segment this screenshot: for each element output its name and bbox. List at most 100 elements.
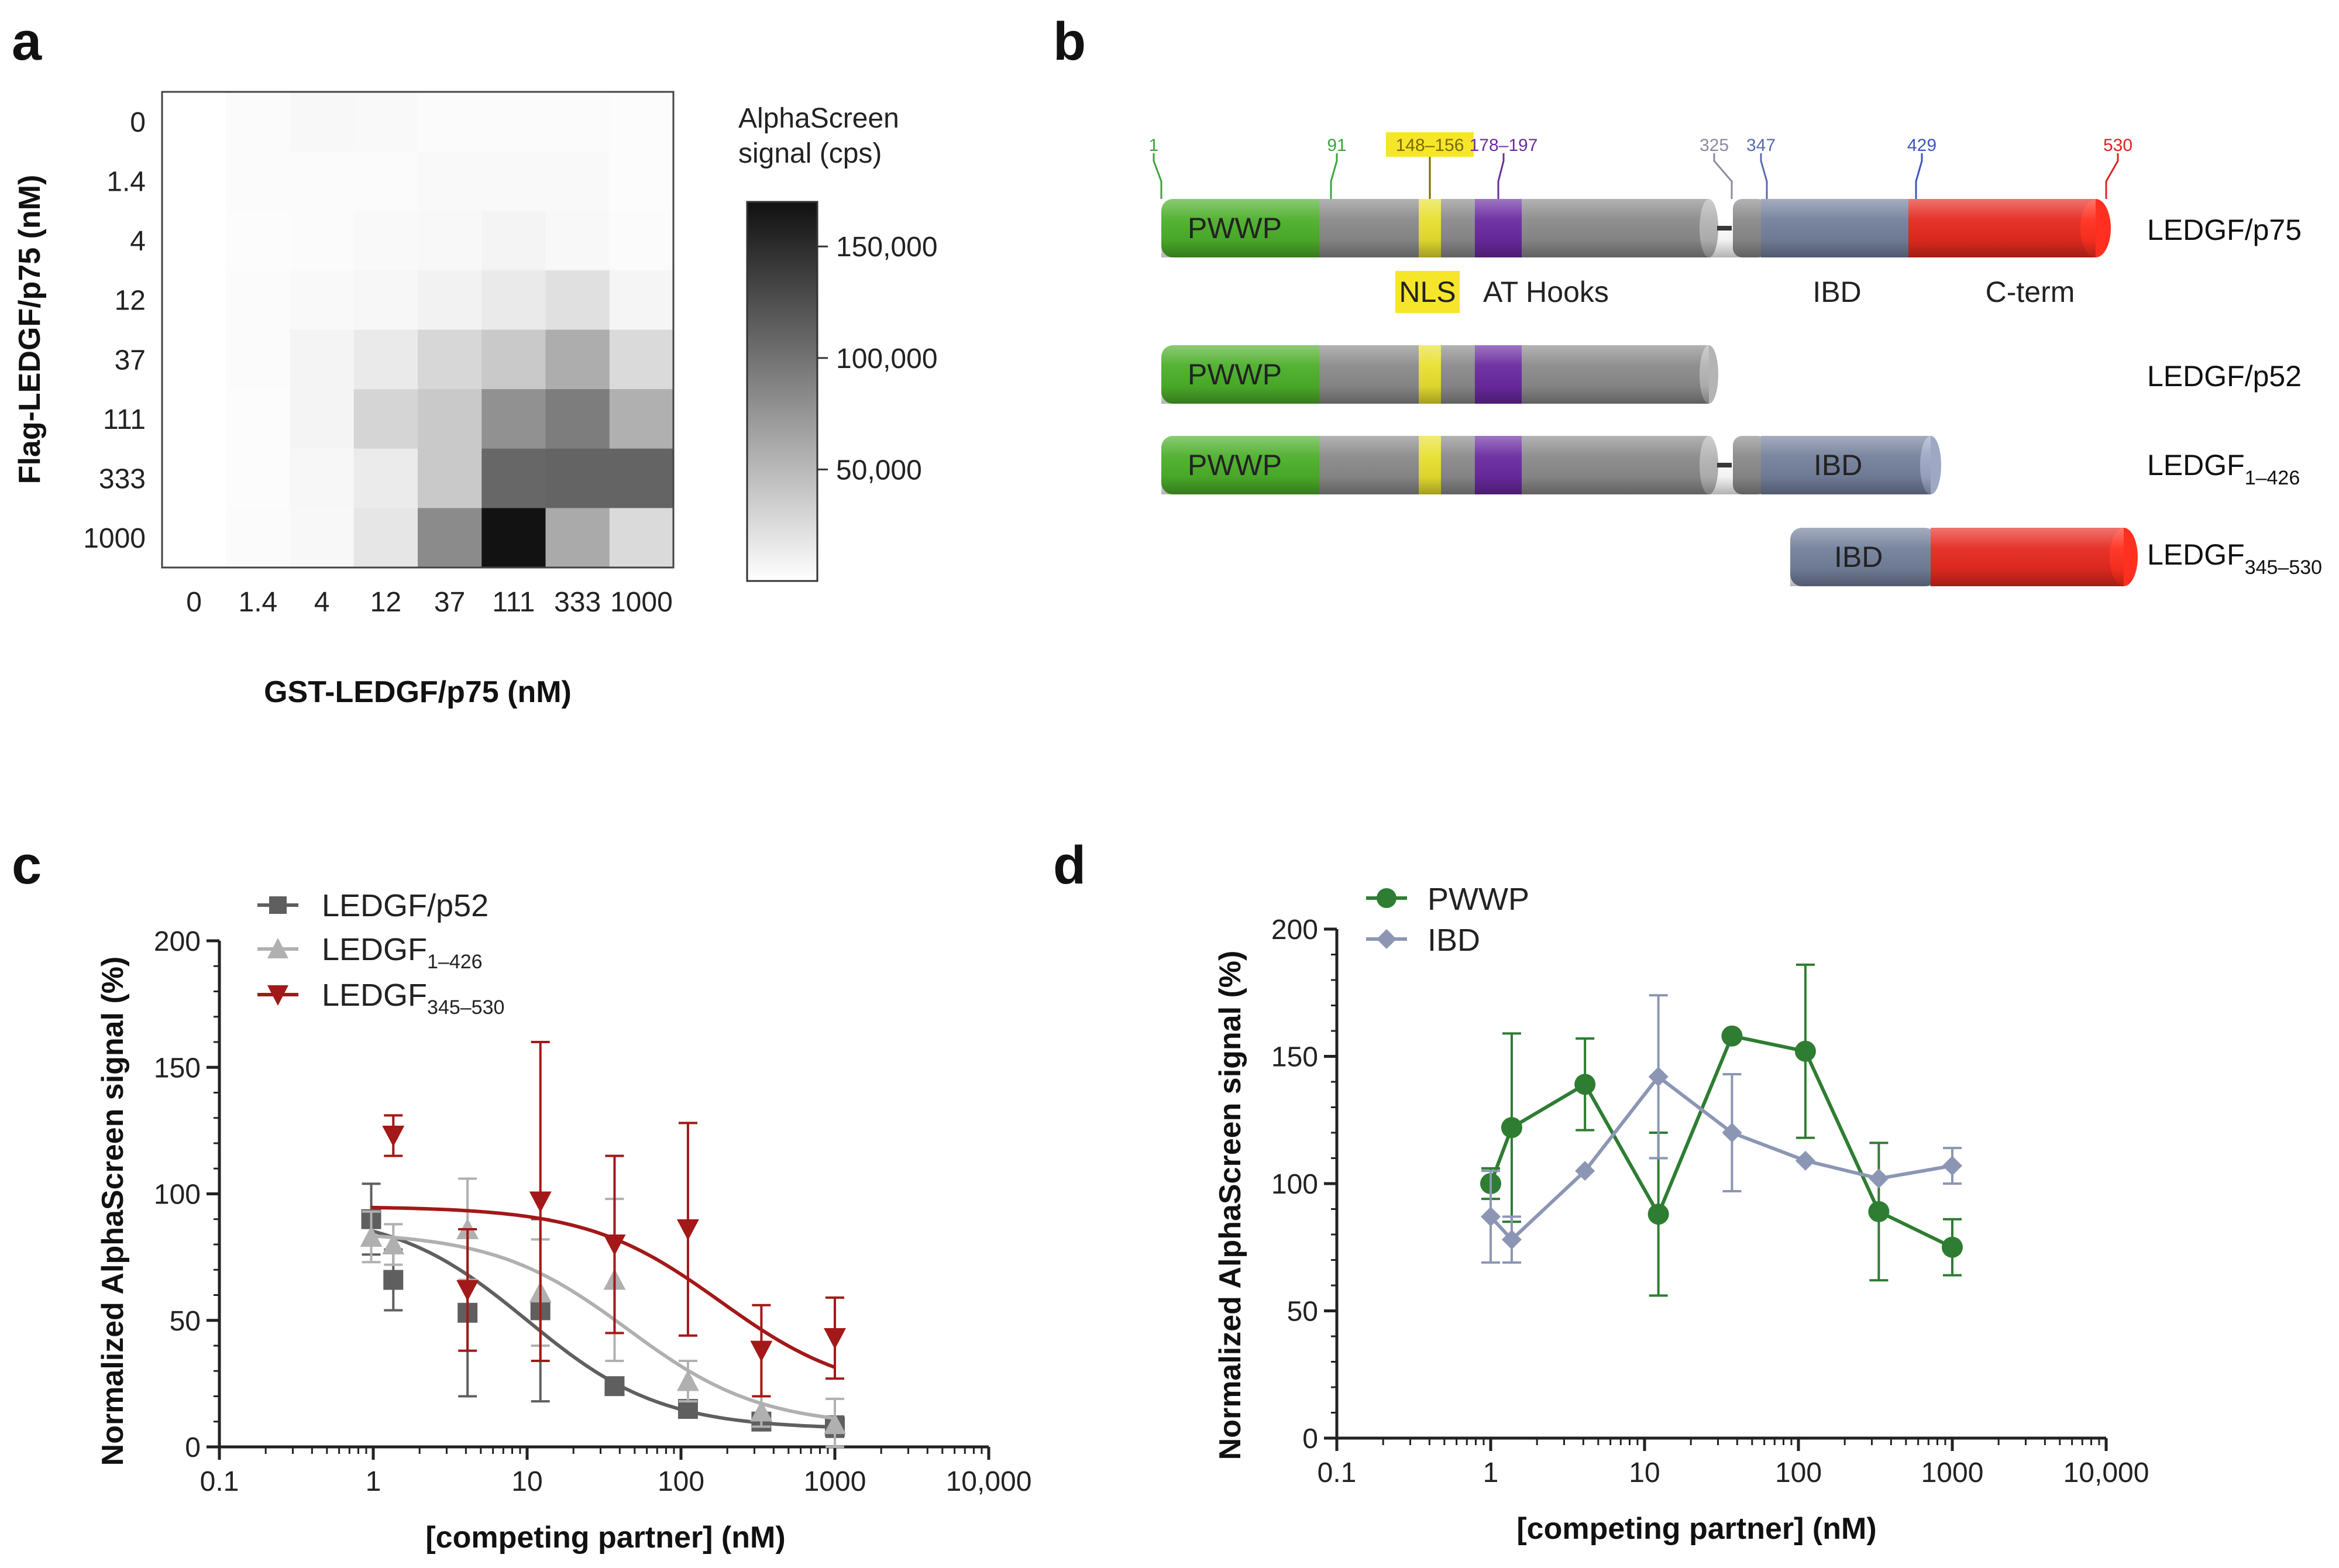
panel-label-d: d — [1053, 835, 1086, 895]
x-tick-label: 100 — [1775, 1457, 1822, 1488]
x-tick-label: 100 — [658, 1466, 704, 1497]
data-point — [824, 1413, 846, 1435]
construct-name-345-530: LEDGF345–530 — [2147, 538, 2322, 579]
colorbar — [746, 201, 818, 582]
panel-c-chart: 0 50 100 150 200 0.1 1 10 100 1000 10,000 [competi… — [96, 888, 1031, 1555]
data-point — [1869, 1168, 1889, 1189]
data-point — [1575, 1161, 1595, 1181]
construct-name-p75: LEDGF/p75 — [2147, 214, 2302, 246]
y-tick-label: 150 — [1271, 1042, 1318, 1073]
colorbar-tick-label: 100,000 — [836, 343, 938, 374]
heatmap-cell — [481, 151, 546, 211]
panel-d-plot-area: 0 50 100 150 200 0.1 1 10 100 1000 10,000 — [1271, 914, 2149, 1488]
fit-curve — [370, 1229, 835, 1429]
c426-pwwp-label: PWWP — [1188, 449, 1282, 482]
c345-ibd-label: IBD — [1834, 541, 1883, 573]
panel-c-legend: LEDGF/p52 LEDGF1–426 LEDGF345–530 — [257, 888, 504, 1019]
heatmap-cell — [545, 270, 610, 330]
position-leader-line — [1915, 153, 1923, 199]
heatmap-x-tick-label: 12 — [370, 587, 401, 618]
construct-p52: PWWP — [1161, 345, 1718, 404]
legend-marker-pwwp — [1377, 888, 1396, 908]
heatmap-cell — [226, 270, 290, 330]
y-tick-label: 100 — [154, 1180, 201, 1211]
heatmap-cell — [418, 151, 482, 211]
data-point — [456, 1280, 479, 1301]
heatmap-cell — [481, 329, 546, 390]
y-tick-label: 0 — [1302, 1423, 1318, 1454]
data-point — [824, 1328, 846, 1350]
heatmap-cell — [290, 211, 355, 271]
c345-shading — [1790, 528, 2124, 586]
position-label: 148–156 — [1396, 136, 1464, 155]
heatmap-cell — [418, 92, 482, 152]
position-label: 1 — [1149, 136, 1159, 155]
heatmap-cell — [162, 389, 226, 449]
position-leader-line — [1713, 153, 1733, 199]
p52-shading — [1161, 345, 1709, 404]
heatmap-x-tick-label: 4 — [314, 587, 330, 618]
data-point — [360, 1226, 383, 1247]
heatmap-cell — [353, 151, 418, 211]
legend-marker-1-426 — [267, 938, 288, 958]
heatmap-cell — [418, 329, 482, 390]
position-highlight — [1386, 132, 1474, 157]
construct-1-426: PWWP IBD — [1161, 436, 1941, 494]
position-label: 325 — [1700, 136, 1729, 155]
heatmap-cell — [162, 92, 226, 152]
heatmap-cell — [226, 448, 290, 508]
panel-c-y-axis-label: Normalized AlphaScreen signal (%) — [96, 957, 130, 1466]
heatmap-cell — [226, 151, 290, 211]
heatmap-cell — [481, 92, 546, 152]
construct-name-345-530-main: LEDGF — [2147, 538, 2245, 571]
y-tick-label: 50 — [1287, 1297, 1318, 1328]
heatmap-cell — [290, 508, 355, 568]
panel-d-y-axis-label: Normalized AlphaScreen signal (%) — [1213, 951, 1247, 1460]
fit-curve — [371, 1205, 836, 1369]
x-tick-label: 1000 — [804, 1466, 866, 1497]
heatmap-cell — [545, 389, 610, 449]
panel-label-b: b — [1053, 12, 1086, 71]
p75-shading — [1161, 199, 2096, 257]
colorbar-title-line2: signal (cps) — [738, 138, 882, 169]
heatmap-y-tick-label: 1000 — [83, 523, 146, 554]
data-point — [382, 1126, 405, 1147]
data-point — [1648, 1067, 1669, 1087]
nls-domain-label: NLS — [1399, 276, 1456, 308]
heatmap-cell — [226, 211, 290, 271]
y-tick-label: 200 — [1271, 914, 1318, 945]
heatmap-x-tick-label: 111 — [492, 587, 535, 618]
heatmap-cell — [545, 508, 610, 568]
domain-diagram-panel: 1 91 148–156 178–197 325 347 429 530 PWWP NLS A… — [1149, 132, 2322, 586]
heatmap-cell — [609, 92, 674, 152]
y-tick-label: 100 — [1271, 1169, 1318, 1200]
heatmap-cell — [609, 151, 674, 211]
construct-p75: PWWP — [1161, 199, 2111, 257]
data-point — [1722, 1123, 1742, 1143]
position-leader-line — [1153, 153, 1162, 199]
series-line — [1489, 1074, 1953, 1242]
data-point — [1481, 1206, 1501, 1227]
heatmap-cell — [162, 211, 226, 271]
legend-label-1-426-sub: 1–426 — [427, 951, 483, 973]
x-tick-label: 1000 — [1921, 1457, 1984, 1488]
colorbar-tick-label: 150,000 — [836, 232, 938, 263]
heatmap-cell — [353, 92, 418, 152]
heatmap-y-tick-label: 111 — [103, 404, 146, 435]
legend-marker-ibd — [1377, 929, 1396, 949]
heatmap-cell — [353, 211, 418, 271]
data-point — [676, 1370, 699, 1391]
heatmap-cell — [162, 270, 226, 330]
heatmap-cell — [545, 448, 610, 508]
construct-name-p75-main: LEDGF/p75 — [2147, 214, 2302, 246]
data-point — [604, 1376, 625, 1397]
heatmap-cell — [545, 92, 610, 152]
data-point — [1647, 1203, 1669, 1225]
legend-label-345-530-main: LEDGF — [322, 978, 427, 1013]
heatmap-cell — [290, 151, 355, 211]
heatmap-y-tick-label: 12 — [115, 286, 146, 317]
x-tick-label: 1 — [1483, 1457, 1499, 1488]
cterm-domain-label: C-term — [1986, 276, 2075, 308]
construct-name-1-426-sub: 1–426 — [2245, 467, 2300, 489]
heatmap-cell — [418, 211, 482, 271]
